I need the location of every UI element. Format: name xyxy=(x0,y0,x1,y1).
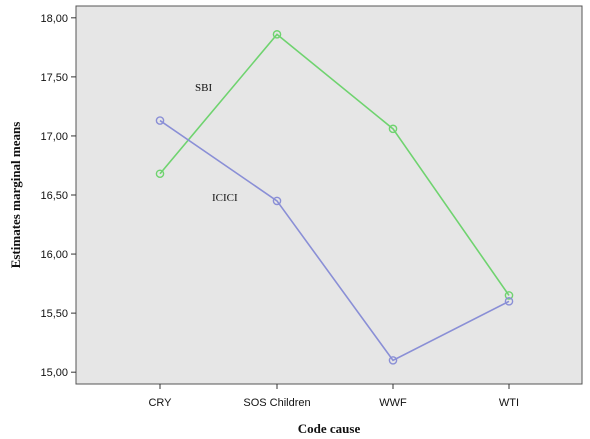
x-tick-label: SOS Children xyxy=(243,397,310,409)
series-lines xyxy=(155,30,514,365)
y-tick-label: 16,50 xyxy=(40,190,68,202)
y-tick-label: 15,50 xyxy=(40,308,68,320)
series-label-sbi: SBI xyxy=(195,82,212,94)
y-tick-label: 18,00 xyxy=(40,13,68,25)
y-axis: 15,00 15,50 16,00 16,50 17,00 17,50 18,00 xyxy=(40,13,76,379)
data-point-icici xyxy=(504,297,514,306)
x-tick-label: WWF xyxy=(379,397,407,409)
x-axis: CRY SOS Children WWF WTI xyxy=(148,384,519,409)
x-axis-title: Code cause xyxy=(298,421,361,436)
data-point-icici xyxy=(388,356,398,365)
series-label-icici: ICICI xyxy=(212,192,238,204)
y-axis-title: Estimates marginal means xyxy=(8,122,23,269)
data-point-icici xyxy=(272,196,282,206)
y-tick-label: 15,00 xyxy=(40,367,68,379)
data-point-sbi xyxy=(155,169,165,179)
series-line-icici xyxy=(159,119,510,362)
plot-area xyxy=(75,5,583,385)
series-labels: SBI ICICI xyxy=(195,82,238,204)
data-point-icici xyxy=(155,116,165,125)
data-point-sbi xyxy=(504,291,514,300)
x-tick-label: WTI xyxy=(499,397,519,409)
series-line-sbi xyxy=(159,33,510,296)
y-tick-label: 17,50 xyxy=(40,72,68,84)
data-point-sbi xyxy=(388,124,398,134)
x-tick-label: CRY xyxy=(148,397,172,409)
data-point-sbi xyxy=(272,30,282,39)
y-tick-label: 17,00 xyxy=(40,131,68,143)
y-tick-label: 16,00 xyxy=(40,249,68,261)
